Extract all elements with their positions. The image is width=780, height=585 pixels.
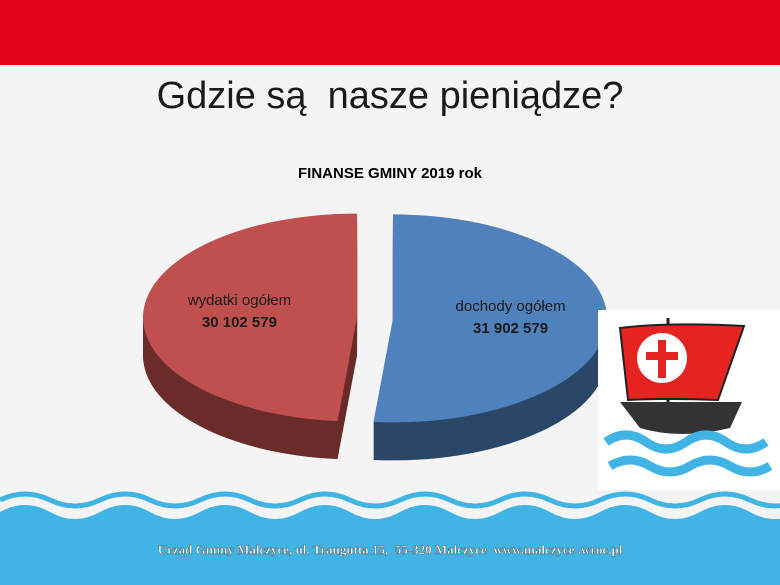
emblem-wave [607,455,773,477]
footer-text: Urząd Gminy Malczyce, ul. Traugutta 15, … [158,542,623,557]
wave-band [0,505,780,585]
pie: dochody ogółem 31 902 579 wydatki ogółem 30… [143,213,607,461]
emblem [598,310,780,490]
slice [373,214,607,423]
slice [143,213,358,422]
value-label: 30 102 579 [202,314,277,331]
category-label: wydatki ogółem [187,292,291,309]
emblem-wave [603,430,769,454]
hull [620,402,742,434]
slide-title: Gdzie są nasze pieniądze? [157,75,624,117]
chart-title: FINANSE GMINY 2019 rok [298,165,483,182]
value-label: 31 902 579 [473,320,548,337]
wave-line [0,491,780,509]
category-label: dochody ogółem [456,298,566,315]
cross [646,340,678,378]
top-band [0,0,780,65]
